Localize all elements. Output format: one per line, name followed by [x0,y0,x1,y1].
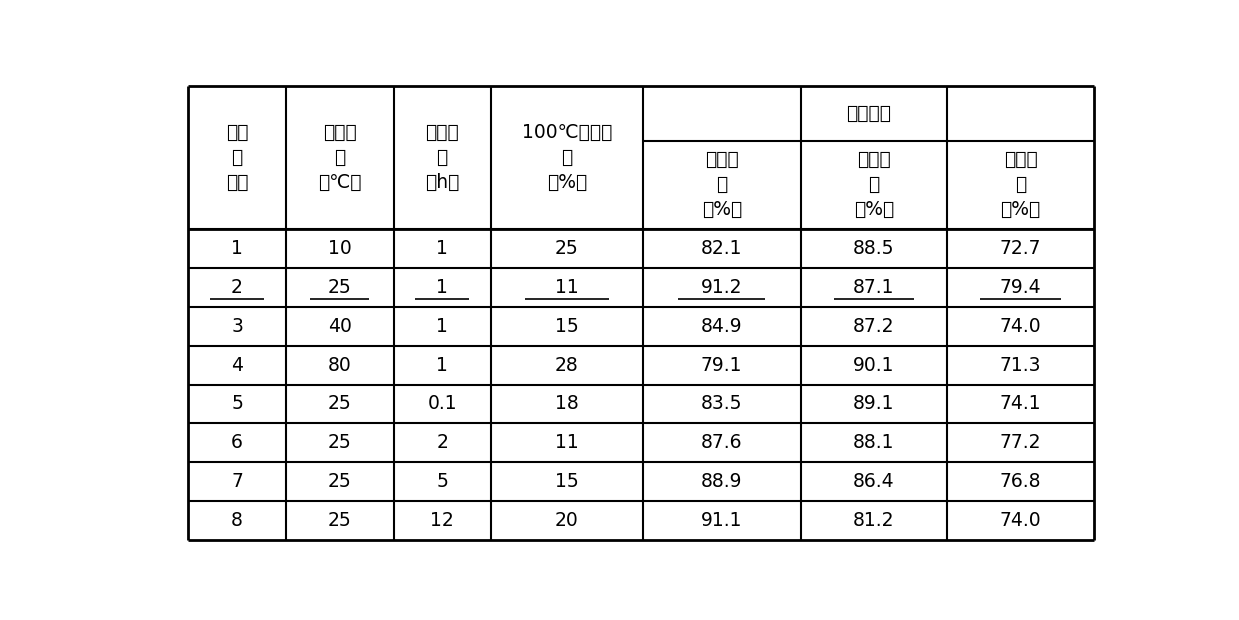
Text: 80: 80 [327,356,352,374]
Text: 74.1: 74.1 [1000,394,1042,414]
Text: 79.1: 79.1 [701,356,742,374]
Text: 3: 3 [232,317,243,336]
Text: 28: 28 [555,356,579,374]
Text: 40: 40 [327,317,352,336]
Text: 86.4: 86.4 [854,472,895,491]
Text: 82.1: 82.1 [701,239,742,258]
Text: 1: 1 [436,356,449,374]
Text: 7: 7 [232,472,243,491]
Text: 8: 8 [232,511,243,530]
Text: 1: 1 [436,239,449,258]
Text: 74.0: 74.0 [1000,511,1042,530]
Text: 能量效
率
（%）: 能量效 率 （%） [1001,151,1041,219]
Text: 25: 25 [555,239,579,258]
Text: 15: 15 [555,317,579,336]
Text: 电压效
率
（%）: 电压效 率 （%） [854,151,895,219]
Text: 90.1: 90.1 [854,356,895,374]
Text: 77.2: 77.2 [1000,433,1042,452]
Text: 81.2: 81.2 [854,511,895,530]
Text: 5: 5 [436,472,449,491]
Text: 100℃时溶胀
率
（%）: 100℃时溶胀 率 （%） [522,123,612,192]
Text: 87.2: 87.2 [854,317,895,336]
Text: 91.1: 91.1 [701,511,742,530]
Text: 74.0: 74.0 [1000,317,1042,336]
Text: 6: 6 [232,433,243,452]
Text: 88.9: 88.9 [701,472,742,491]
Text: 88.1: 88.1 [854,433,895,452]
Text: 25: 25 [327,472,352,491]
Text: 84.9: 84.9 [701,317,742,336]
Text: 83.5: 83.5 [701,394,742,414]
Text: 87.1: 87.1 [854,278,895,297]
Text: 电池性能: 电池性能 [846,104,891,123]
Text: 0.1: 0.1 [427,394,457,414]
Text: 87.6: 87.6 [701,433,742,452]
Text: 72.7: 72.7 [1000,239,1042,258]
Text: 25: 25 [327,433,352,452]
Text: 71.3: 71.3 [1000,356,1042,374]
Text: 91.2: 91.2 [701,278,742,297]
Text: 79.4: 79.4 [1000,278,1042,297]
Text: 交联时
间
（h）: 交联时 间 （h） [425,123,460,192]
Text: 11: 11 [555,433,579,452]
Text: 88.5: 88.5 [854,239,895,258]
Text: 交联温
度
（℃）: 交联温 度 （℃） [318,123,362,192]
Text: 76.8: 76.8 [1000,472,1042,491]
Text: 2: 2 [232,278,243,297]
Text: 25: 25 [327,394,352,414]
Text: 18: 18 [555,394,579,414]
Text: 25: 25 [327,511,352,530]
Text: 实施
例
编号: 实施 例 编号 [225,123,248,192]
Text: 1: 1 [436,317,449,336]
Text: 1: 1 [232,239,243,258]
Text: 15: 15 [555,472,579,491]
Text: 25: 25 [327,278,352,297]
Text: 11: 11 [555,278,579,297]
Text: 20: 20 [555,511,579,530]
Text: 4: 4 [230,356,243,374]
Text: 89.1: 89.1 [854,394,895,414]
Text: 2: 2 [436,433,449,452]
Text: 1: 1 [436,278,449,297]
Text: 10: 10 [327,239,352,258]
Text: 库伦效
率
（%）: 库伦效 率 （%） [701,151,742,219]
Text: 5: 5 [232,394,243,414]
Text: 12: 12 [430,511,453,530]
